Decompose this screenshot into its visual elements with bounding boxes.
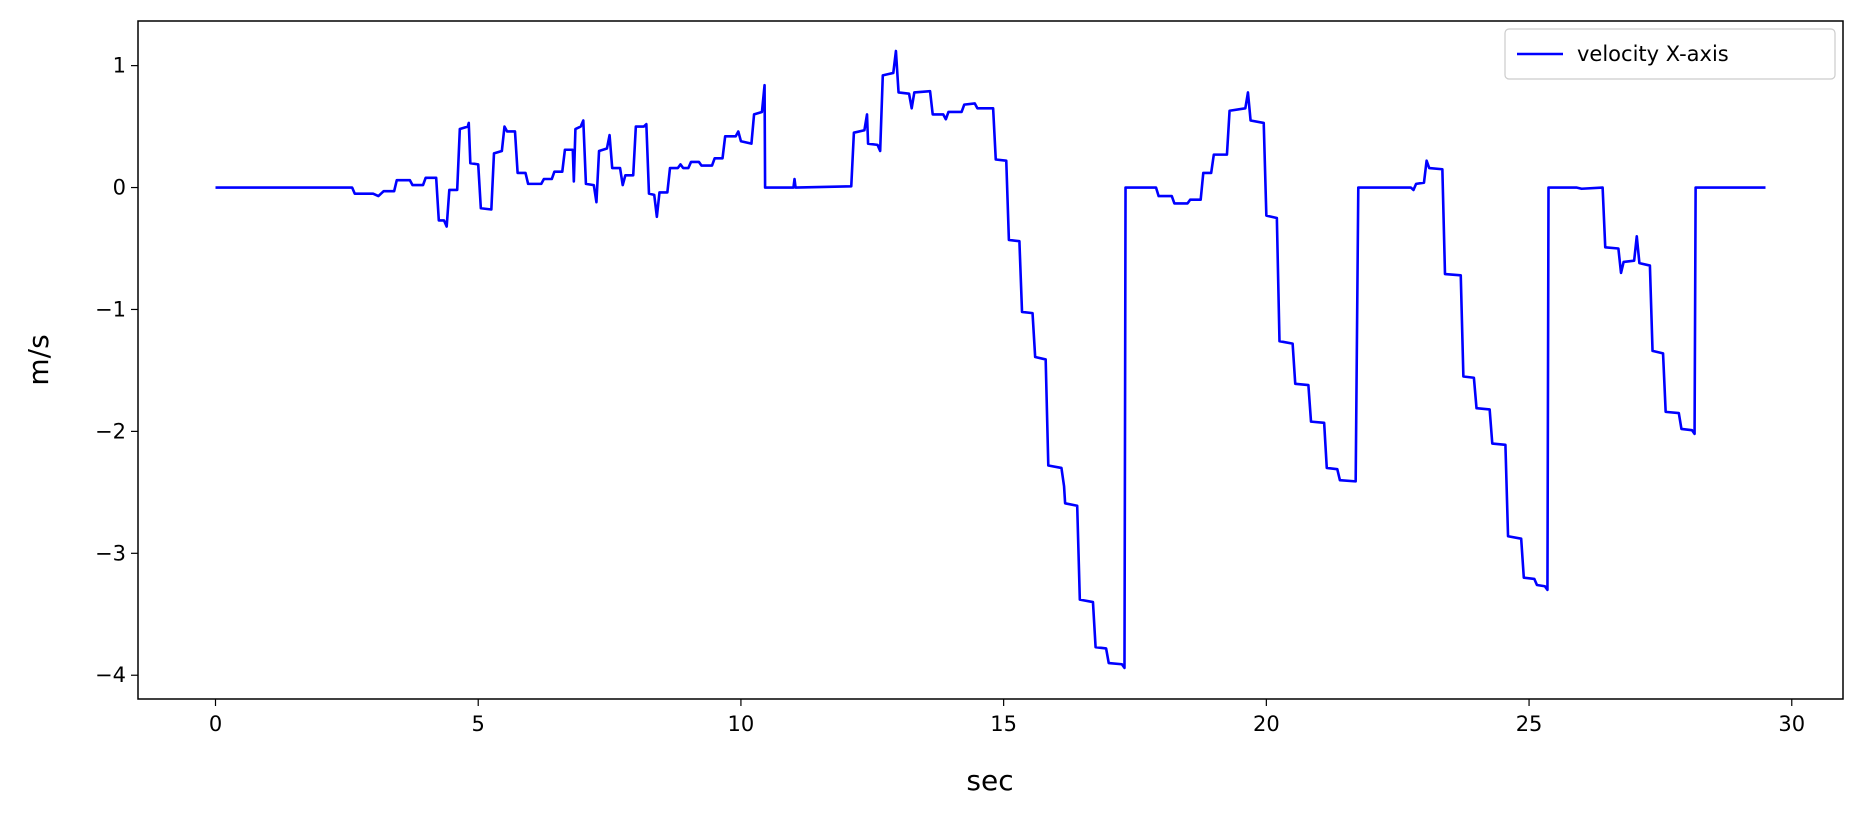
x-tick-label: 5 [472,712,485,736]
x-axis-label: sec [966,764,1013,797]
y-tick-label: −2 [95,419,126,443]
legend-box [1504,28,1836,80]
x-tick-label: 20 [1253,712,1280,736]
series-line [215,49,1766,670]
x-tick-label: 25 [1516,712,1543,736]
x-tick-label: 30 [1778,712,1805,736]
plot-frame [137,20,1844,700]
y-axis-label: m/s [22,334,55,385]
x-tick-label: 10 [728,712,755,736]
x-tick-label: 15 [990,712,1017,736]
y-tick-label: 0 [113,176,126,200]
y-tick-label: −4 [95,663,126,687]
y-tick-label: −1 [95,297,126,321]
x-tick-label: 0 [209,712,222,736]
y-tick-label: −3 [95,541,126,565]
y-tick-label: 1 [113,54,126,78]
legend-label: velocity X-axis [1577,42,1729,66]
